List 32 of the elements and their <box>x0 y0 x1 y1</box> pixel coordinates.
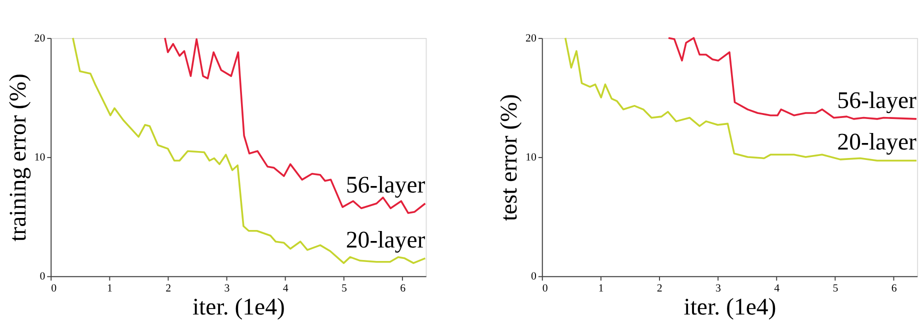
y-tick-label: 0 <box>40 270 46 283</box>
x-axis-title: iter. (1e4) <box>684 294 776 320</box>
x-tick-label: 1 <box>598 282 604 295</box>
x-tick-label: 6 <box>400 282 406 295</box>
x-tick-label: 2 <box>166 282 172 295</box>
y-axis-title: test error (%) <box>496 94 523 221</box>
x-tick-label: 4 <box>282 282 289 295</box>
series-label: 56-layer <box>837 88 917 114</box>
line-series <box>164 37 426 214</box>
line-series <box>668 37 918 120</box>
y-tick-label: 10 <box>526 152 537 164</box>
series-label: 20-layer <box>346 227 426 254</box>
x-tick-label: 3 <box>716 282 722 295</box>
x-tick-label: 6 <box>891 282 898 295</box>
x-tick-label: 1 <box>107 282 112 295</box>
x-tick-label: 3 <box>224 282 230 295</box>
line-series <box>72 37 426 264</box>
y-axis-title: training error (%) <box>5 74 32 242</box>
x-tick-label: 2 <box>656 282 662 295</box>
line-series <box>564 37 918 162</box>
x-tick-label: 5 <box>341 282 348 295</box>
series-label: 20-layer <box>837 130 917 156</box>
x-axis-title: iter. (1e4) <box>192 294 285 320</box>
x-tick-label: 4 <box>774 282 780 295</box>
y-tick-label: 10 <box>34 152 46 164</box>
series-label: 56-layer <box>346 172 426 199</box>
y-tick-label: 20 <box>34 32 46 44</box>
y-tick-label: 0 <box>530 270 537 283</box>
x-tick-label: 5 <box>832 282 839 295</box>
x-tick-label: 0 <box>542 282 548 295</box>
x-tick-label: 0 <box>51 282 58 295</box>
y-tick-label: 20 <box>526 32 537 44</box>
